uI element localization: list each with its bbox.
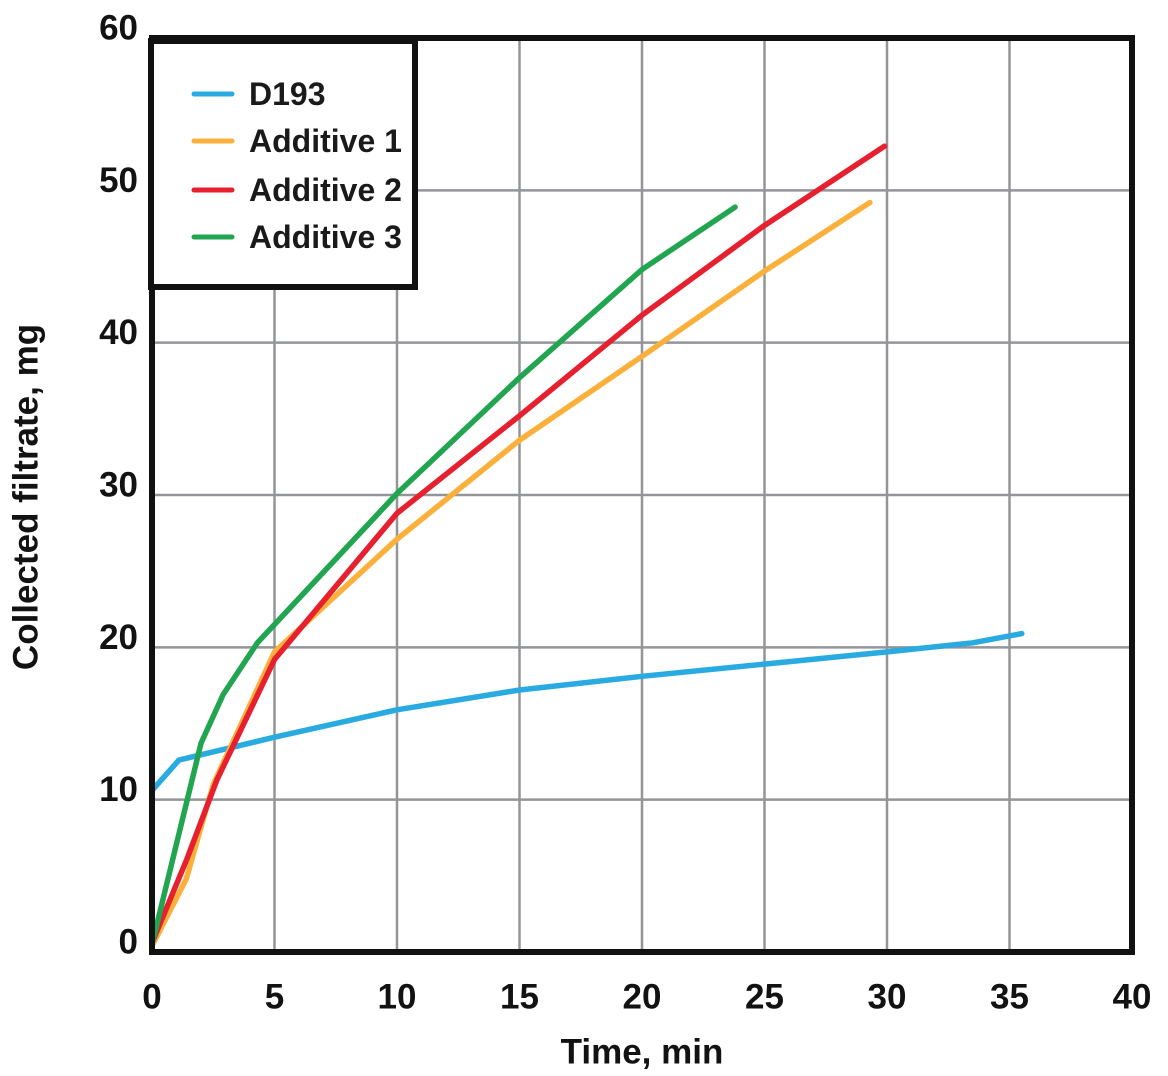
y-axis-title: Collected filtrate, mg: [7, 324, 46, 670]
series-line-d193: [149, 630, 1025, 794]
x-tick-label: 0: [142, 978, 161, 1017]
x-tick-label: 40: [1113, 978, 1152, 1017]
series-line-additive-3: [149, 204, 738, 948]
y-axis-tick-labels: 0 10 20 30 40 50 60: [99, 9, 138, 962]
y-tick-label: 20: [99, 618, 138, 657]
x-axis-title: Time, min: [561, 1033, 724, 1072]
legend-label-d193: D193: [249, 76, 326, 112]
legend-label-additive-1: Additive 1: [249, 123, 402, 159]
x-tick-label: 30: [868, 978, 907, 1017]
x-tick-label: 35: [990, 978, 1029, 1017]
series-line-additive-1: [149, 199, 873, 949]
series-line-additive-2: [149, 143, 888, 946]
y-tick-label: 40: [99, 313, 138, 352]
legend-label-additive-2: Additive 2: [249, 172, 402, 208]
series-lines: [149, 143, 1025, 949]
x-tick-label: 15: [500, 978, 539, 1017]
legend-box: [148, 38, 418, 290]
y-tick-label: 50: [99, 161, 138, 200]
x-axis-tick-labels: 0 5 10 15 20 25 30 35 40: [142, 978, 1151, 1017]
plot-border: [149, 35, 1135, 955]
x-tick-label: 20: [623, 978, 662, 1017]
y-tick-label: 30: [99, 466, 138, 505]
x-tick-label: 5: [265, 978, 284, 1017]
y-tick-label: 0: [119, 923, 138, 962]
legend-label-additive-3: Additive 3: [249, 219, 402, 255]
x-tick-label: 25: [745, 978, 784, 1017]
y-tick-label: 60: [99, 9, 138, 48]
x-tick-label: 10: [378, 978, 417, 1017]
y-tick-label: 10: [99, 770, 138, 809]
legend: D193 Additive 1 Additive 2 Additive 3: [148, 38, 418, 290]
